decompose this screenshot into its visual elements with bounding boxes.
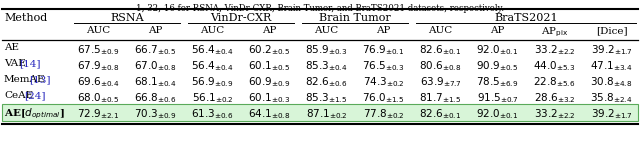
Text: $63.9_{\pm7.7}$: $63.9_{\pm7.7}$	[420, 75, 461, 89]
Text: $66.7_{\pm0.5}$: $66.7_{\pm0.5}$	[134, 43, 177, 57]
Text: 1, 32, 16 for RSNA, VinDr-CXR, Brain Tumor, and BraTS2021 datasets, respectively: 1, 32, 16 for RSNA, VinDr-CXR, Brain Tum…	[136, 4, 504, 13]
Text: $44.0_{\pm5.3}$: $44.0_{\pm5.3}$	[533, 59, 575, 73]
Text: $60.2_{\pm0.5}$: $60.2_{\pm0.5}$	[248, 43, 291, 57]
Text: AUC: AUC	[428, 26, 452, 35]
Text: AP: AP	[262, 26, 276, 35]
Text: $35.8_{\pm2.4}$: $35.8_{\pm2.4}$	[590, 91, 633, 105]
Text: [13]: [13]	[29, 75, 51, 84]
Text: $60.1_{\pm0.5}$: $60.1_{\pm0.5}$	[248, 59, 291, 73]
Text: AUC: AUC	[86, 26, 111, 35]
Text: $22.8_{\pm5.6}$: $22.8_{\pm5.6}$	[533, 75, 575, 89]
Text: $30.8_{\pm4.8}$: $30.8_{\pm4.8}$	[591, 75, 632, 89]
Text: $81.7_{\pm1.5}$: $81.7_{\pm1.5}$	[419, 91, 461, 105]
Text: $56.4_{\pm0.4}$: $56.4_{\pm0.4}$	[191, 43, 234, 57]
Text: $64.1_{\pm0.8}$: $64.1_{\pm0.8}$	[248, 107, 291, 121]
Text: CeAE: CeAE	[4, 91, 33, 100]
Text: Brain Tumor: Brain Tumor	[319, 13, 391, 23]
Text: $67.5_{\pm0.9}$: $67.5_{\pm0.9}$	[77, 43, 120, 57]
Text: $74.3_{\pm0.2}$: $74.3_{\pm0.2}$	[363, 75, 404, 89]
Text: $72.9_{\pm2.1}$: $72.9_{\pm2.1}$	[77, 107, 120, 121]
Text: [Dice]: [Dice]	[596, 26, 627, 35]
Text: $90.9_{\pm0.5}$: $90.9_{\pm0.5}$	[476, 59, 518, 73]
Text: $67.0_{\pm0.8}$: $67.0_{\pm0.8}$	[134, 59, 177, 73]
Text: AP$_{\rm pix}$: AP$_{\rm pix}$	[541, 26, 568, 39]
Text: $85.3_{\pm0.4}$: $85.3_{\pm0.4}$	[305, 59, 348, 73]
Text: $69.6_{\pm0.4}$: $69.6_{\pm0.4}$	[77, 75, 120, 89]
Text: $85.9_{\pm0.3}$: $85.9_{\pm0.3}$	[305, 43, 348, 57]
Text: $87.1_{\pm0.2}$: $87.1_{\pm0.2}$	[306, 107, 348, 121]
Text: $82.6_{\pm0.1}$: $82.6_{\pm0.1}$	[419, 43, 461, 57]
Text: $70.3_{\pm0.9}$: $70.3_{\pm0.9}$	[134, 107, 177, 121]
FancyBboxPatch shape	[2, 104, 638, 121]
Text: $28.6_{\pm3.2}$: $28.6_{\pm3.2}$	[534, 91, 575, 105]
Text: $82.6_{\pm0.6}$: $82.6_{\pm0.6}$	[305, 75, 348, 89]
Text: VAE: VAE	[4, 59, 26, 68]
Text: [14]: [14]	[19, 59, 40, 68]
Text: $66.8_{\pm0.6}$: $66.8_{\pm0.6}$	[134, 91, 177, 105]
Text: AE[$d_{\mathit{optimal}}$]: AE[$d_{\mathit{optimal}}$]	[4, 107, 65, 121]
Text: $76.9_{\pm0.1}$: $76.9_{\pm0.1}$	[362, 43, 404, 57]
Text: [24]: [24]	[24, 91, 45, 100]
Text: $78.5_{\pm6.9}$: $78.5_{\pm6.9}$	[476, 75, 518, 89]
Text: $60.9_{\pm0.9}$: $60.9_{\pm0.9}$	[248, 75, 291, 89]
Text: $82.6_{\pm0.1}$: $82.6_{\pm0.1}$	[419, 107, 461, 121]
Text: $56.9_{\pm0.9}$: $56.9_{\pm0.9}$	[191, 75, 234, 89]
Text: AP: AP	[148, 26, 163, 35]
Text: $77.8_{\pm0.2}$: $77.8_{\pm0.2}$	[363, 107, 404, 121]
Text: $91.5_{\pm0.7}$: $91.5_{\pm0.7}$	[477, 91, 518, 105]
Text: $68.0_{\pm0.5}$: $68.0_{\pm0.5}$	[77, 91, 120, 105]
Text: AP: AP	[490, 26, 505, 35]
Text: $68.1_{\pm0.4}$: $68.1_{\pm0.4}$	[134, 75, 177, 89]
Text: AUC: AUC	[200, 26, 225, 35]
Text: $76.5_{\pm0.3}$: $76.5_{\pm0.3}$	[362, 59, 404, 73]
Text: $92.0_{\pm0.1}$: $92.0_{\pm0.1}$	[476, 107, 518, 121]
Text: $61.3_{\pm0.6}$: $61.3_{\pm0.6}$	[191, 107, 234, 121]
Text: $33.2_{\pm2.2}$: $33.2_{\pm2.2}$	[534, 107, 575, 121]
Text: $76.0_{\pm1.5}$: $76.0_{\pm1.5}$	[362, 91, 404, 105]
Text: $67.9_{\pm0.8}$: $67.9_{\pm0.8}$	[77, 59, 120, 73]
Text: MemAE: MemAE	[4, 75, 45, 84]
Text: BraTS2021: BraTS2021	[494, 13, 558, 23]
Text: AP: AP	[376, 26, 390, 35]
Text: $85.3_{\pm1.5}$: $85.3_{\pm1.5}$	[305, 91, 348, 105]
Text: $47.1_{\pm3.4}$: $47.1_{\pm3.4}$	[590, 59, 633, 73]
Text: $80.6_{\pm0.8}$: $80.6_{\pm0.8}$	[419, 59, 461, 73]
Text: RSNA: RSNA	[110, 13, 144, 23]
Text: $39.2_{\pm1.7}$: $39.2_{\pm1.7}$	[591, 107, 632, 121]
Text: $33.2_{\pm2.2}$: $33.2_{\pm2.2}$	[534, 43, 575, 57]
Text: $39.2_{\pm1.7}$: $39.2_{\pm1.7}$	[591, 43, 632, 57]
Text: AUC: AUC	[314, 26, 339, 35]
Text: $56.1_{\pm0.2}$: $56.1_{\pm0.2}$	[192, 91, 234, 105]
Text: $60.1_{\pm0.3}$: $60.1_{\pm0.3}$	[248, 91, 291, 105]
Text: AE: AE	[4, 43, 19, 52]
Text: VinDr-CXR: VinDr-CXR	[211, 13, 271, 23]
Text: Method: Method	[4, 13, 47, 23]
Text: $56.4_{\pm0.4}$: $56.4_{\pm0.4}$	[191, 59, 234, 73]
Text: $92.0_{\pm0.1}$: $92.0_{\pm0.1}$	[476, 43, 518, 57]
